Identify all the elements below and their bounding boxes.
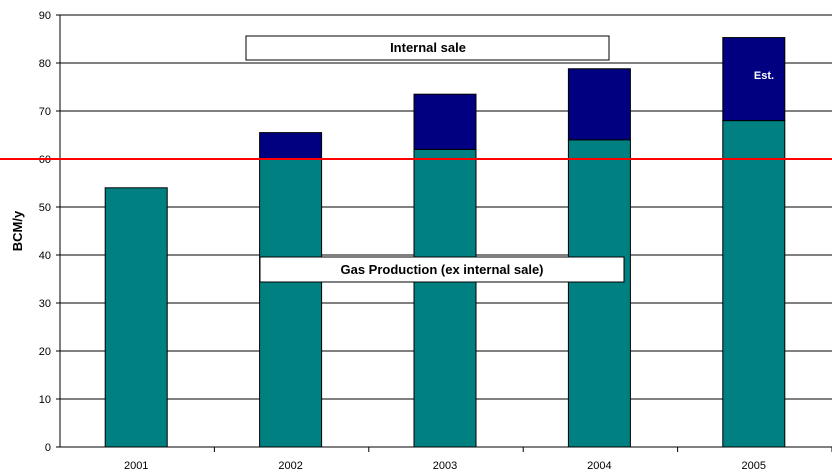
x-tick-label: 2005 xyxy=(742,460,766,472)
x-ticks: 2001 2002 2003 2004 2005 xyxy=(124,447,832,472)
x-tick-label: 2002 xyxy=(278,460,302,472)
y-tick-label: 80 xyxy=(39,58,51,70)
y-ticks: 0102030405060708090 xyxy=(39,10,60,454)
annotation-box xyxy=(245,35,610,61)
x-tick-label: 2001 xyxy=(124,460,148,472)
y-axis-label: BCM/y xyxy=(10,210,25,251)
y-tick-label: 90 xyxy=(39,10,51,22)
y-tick-label: 10 xyxy=(39,394,51,406)
bar xyxy=(413,93,477,150)
y-tick-label: 0 xyxy=(45,442,51,454)
annotation-gas-production: Gas Production (ex internal sale) xyxy=(259,256,625,283)
bar xyxy=(259,158,323,448)
annotation-internal-sale: Internal sale xyxy=(245,35,610,61)
y-tick-label: 40 xyxy=(39,250,51,262)
annotation-box xyxy=(259,256,625,283)
bar xyxy=(413,148,477,448)
axes xyxy=(59,15,832,448)
y-tick-label: 20 xyxy=(39,346,51,358)
bars xyxy=(104,37,786,448)
y-tick-label: 70 xyxy=(39,106,51,118)
annotation-text: Internal sale xyxy=(390,40,466,55)
bar xyxy=(722,120,786,448)
bar xyxy=(567,68,631,141)
bar xyxy=(259,132,323,160)
annotation-text: Gas Production (ex internal sale) xyxy=(341,262,544,277)
y-tick-label: 50 xyxy=(39,202,51,214)
bar xyxy=(567,139,631,448)
x-tick-label: 2004 xyxy=(587,460,611,472)
y-tick-label: 30 xyxy=(39,298,51,310)
x-tick-label: 2003 xyxy=(433,460,457,472)
bar xyxy=(722,37,786,122)
annotation-est: Est. xyxy=(754,70,774,82)
bar xyxy=(104,187,168,448)
